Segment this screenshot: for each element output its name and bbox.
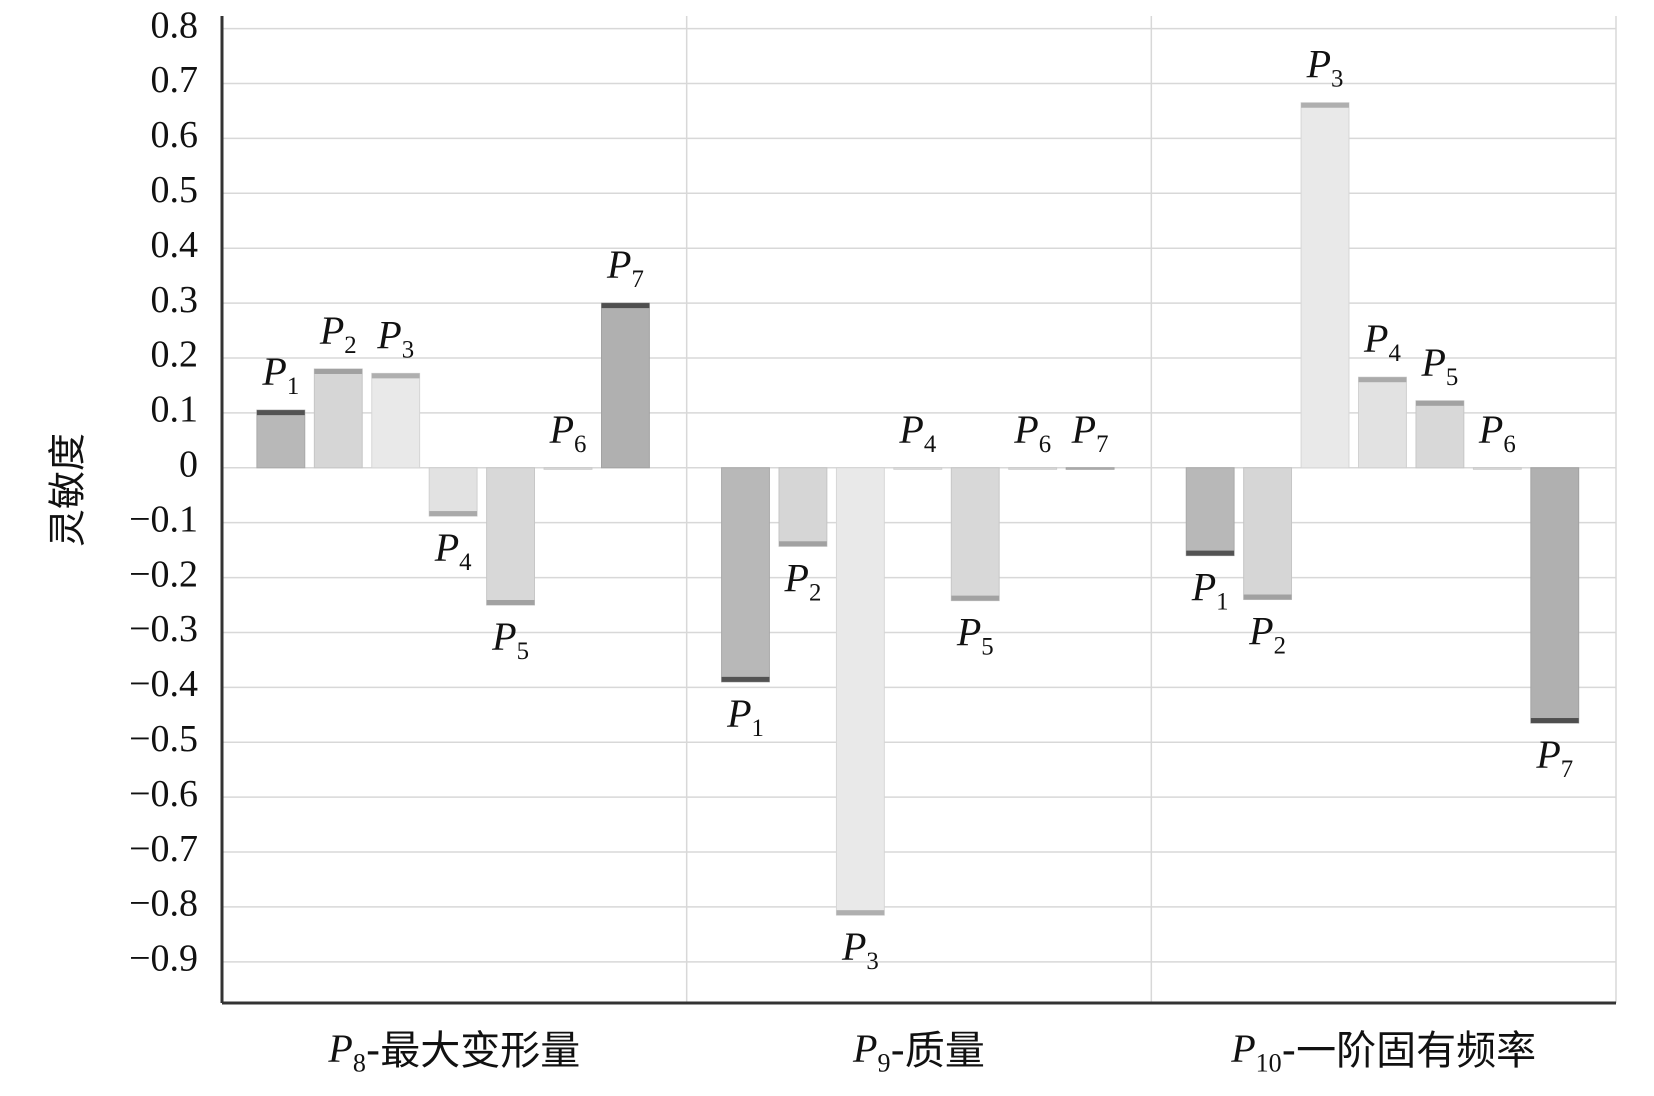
bar <box>1358 376 1407 469</box>
x-tick-label: P9-质量 <box>852 1026 985 1077</box>
bar <box>256 409 306 469</box>
series-label: P4 <box>434 525 472 576</box>
bar <box>1243 467 1293 601</box>
bar <box>1472 467 1522 470</box>
series-label: P6 <box>1013 407 1051 458</box>
y-tick-label: 0.1 <box>151 389 199 431</box>
bar <box>721 467 770 683</box>
bar <box>1530 467 1580 724</box>
series-label: P1 <box>726 691 764 742</box>
y-axis-label: 灵敏度 <box>46 433 90 547</box>
series-label: P5 <box>1420 340 1458 391</box>
series-label: P6 <box>1478 407 1516 458</box>
y-tick-label: 0.6 <box>151 114 199 156</box>
bar <box>1008 467 1058 470</box>
series-label: P3 <box>376 313 414 364</box>
series-label: P5 <box>956 610 994 661</box>
bar <box>1415 400 1465 469</box>
bar <box>486 467 536 606</box>
series-label: P7 <box>1071 407 1109 458</box>
bar <box>835 467 885 916</box>
y-tick-label: −0.2 <box>129 553 198 595</box>
y-tick-label: −0.7 <box>129 828 198 870</box>
bar <box>778 467 828 547</box>
series-label: P2 <box>1248 609 1286 660</box>
series-label: P2 <box>319 308 357 359</box>
x-tick-label: P8-最大变形量 <box>327 1026 580 1077</box>
bar <box>371 372 421 469</box>
y-tick-label: 0.4 <box>151 224 199 266</box>
y-tick-label: 0.5 <box>151 169 199 211</box>
series-label: P3 <box>841 924 879 975</box>
bar <box>1185 467 1235 557</box>
y-tick-label: 0.3 <box>151 279 199 321</box>
y-tick-label: 0.7 <box>151 59 199 101</box>
bar <box>543 467 593 470</box>
bar <box>313 368 363 469</box>
series-label: P1 <box>1191 565 1229 616</box>
y-tick-label: −0.5 <box>129 718 198 760</box>
series-label: P4 <box>1363 316 1401 367</box>
series-label: P3 <box>1306 42 1344 93</box>
y-tick-label: 0 <box>179 443 198 485</box>
series-label: P4 <box>898 407 936 458</box>
bar <box>428 467 478 517</box>
y-tick-label: 0.2 <box>151 334 199 376</box>
y-tick-label: 0.8 <box>151 4 199 46</box>
bar <box>1300 102 1350 469</box>
y-tick-label: −0.6 <box>129 773 198 815</box>
bar <box>1065 467 1115 470</box>
series-label: P1 <box>261 349 299 400</box>
series-label: P5 <box>491 614 529 665</box>
series-label: P6 <box>549 407 587 458</box>
y-tick-label: −0.3 <box>129 608 198 650</box>
series-label: P7 <box>606 242 644 293</box>
x-tick-label: P10-一阶固有频率 <box>1230 1026 1536 1077</box>
y-tick-label: −0.9 <box>129 938 198 980</box>
y-tick-label: −0.1 <box>129 498 198 540</box>
y-tick-label: −0.4 <box>129 663 198 705</box>
series-label: P2 <box>784 555 822 606</box>
bar <box>601 302 650 469</box>
y-tick-label: −0.8 <box>129 883 198 925</box>
bar <box>893 467 943 470</box>
series-label: P7 <box>1535 732 1573 783</box>
bar <box>950 467 1000 602</box>
